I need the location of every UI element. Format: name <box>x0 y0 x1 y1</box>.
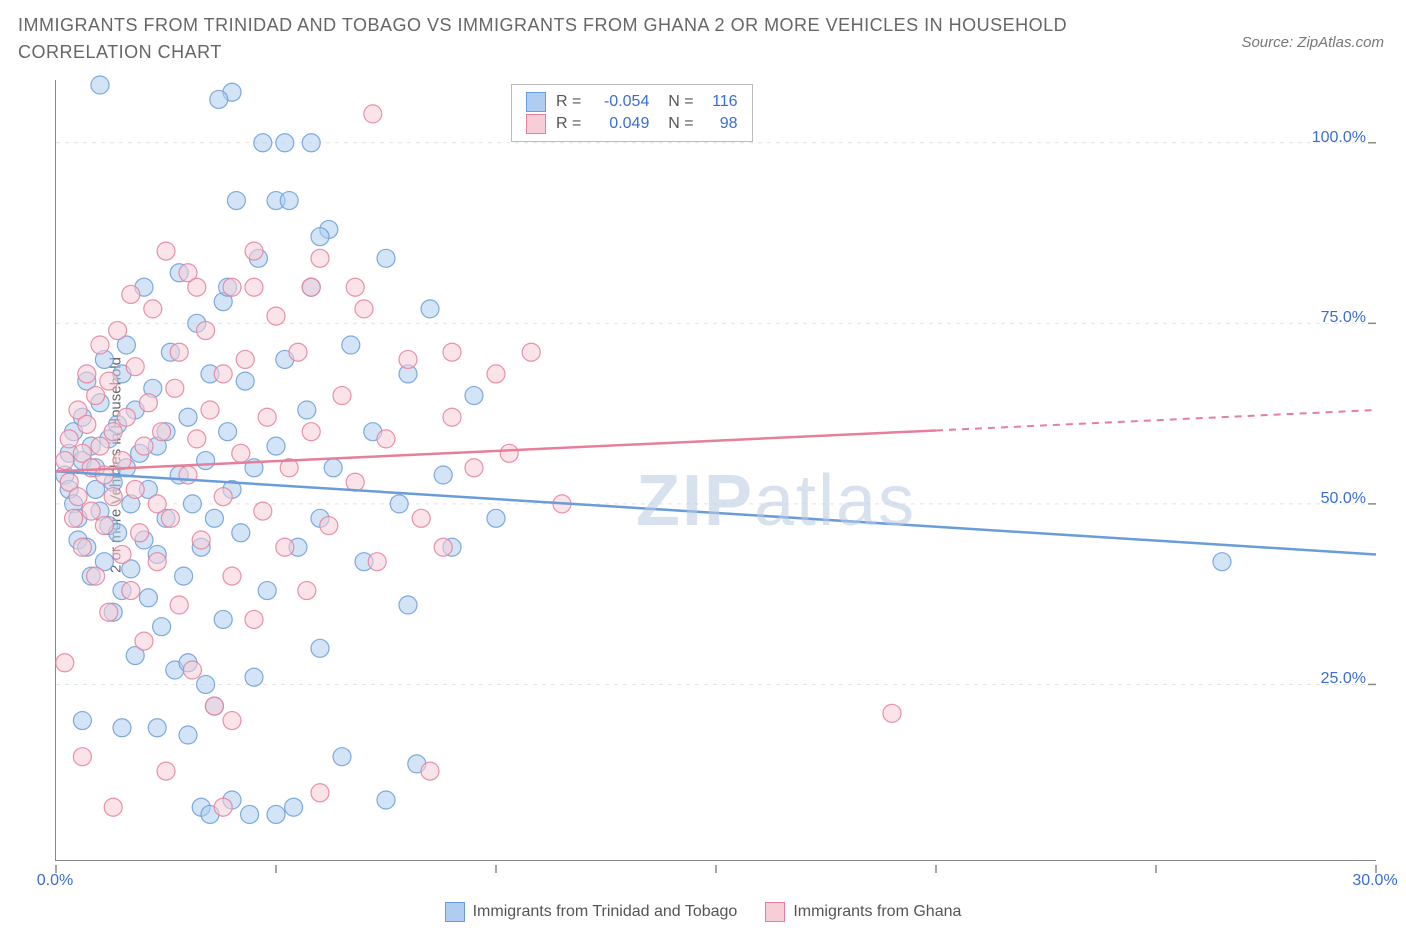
legend-n-label: N = <box>659 93 693 111</box>
legend-n-value: 116 <box>704 93 738 111</box>
source-label: Source: ZipAtlas.com <box>1241 34 1384 51</box>
x-tick-label: 0.0% <box>37 872 73 890</box>
y-tick-label: 100.0% <box>1312 129 1366 147</box>
legend-series-item: Immigrants from Trinidad and Tobago <box>445 902 738 922</box>
chart-container: IMMIGRANTS FROM TRINIDAD AND TOBAGO VS I… <box>0 0 1406 930</box>
legend-r-value: 0.049 <box>591 115 649 133</box>
legend-n-label: N = <box>659 115 693 133</box>
legend-stats-row: R = 0.049 N = 98 <box>526 113 738 135</box>
legend-swatch <box>526 114 546 134</box>
legend-series-label: Immigrants from Trinidad and Tobago <box>473 903 738 921</box>
legend-stats-row: R = -0.054 N = 116 <box>526 91 738 113</box>
y-tick-label: 25.0% <box>1321 670 1366 688</box>
legend-stats-box: R = -0.054 N = 116 R = 0.049 N = 98 <box>511 84 753 142</box>
legend-swatch <box>526 92 546 112</box>
legend-r-value: -0.054 <box>591 93 649 111</box>
y-tick-label: 75.0% <box>1321 309 1366 327</box>
scatter-svg <box>56 80 1376 870</box>
legend-r-label: R = <box>556 93 581 111</box>
legend-swatch <box>445 902 465 922</box>
chart-title: IMMIGRANTS FROM TRINIDAD AND TOBAGO VS I… <box>18 12 1206 66</box>
legend-swatch <box>765 902 785 922</box>
legend-series-label: Immigrants from Ghana <box>793 903 961 921</box>
legend-series-item: Immigrants from Ghana <box>765 902 961 922</box>
legend-series: Immigrants from Trinidad and Tobago Immig… <box>0 902 1406 922</box>
legend-n-value: 98 <box>704 115 738 133</box>
y-tick-label: 50.0% <box>1321 490 1366 508</box>
legend-r-label: R = <box>556 115 581 133</box>
plot-area: ZIPatlas R =-0.054 N =116R =0.049 N =98 … <box>55 80 1376 861</box>
x-tick-label: 30.0% <box>1352 872 1397 890</box>
